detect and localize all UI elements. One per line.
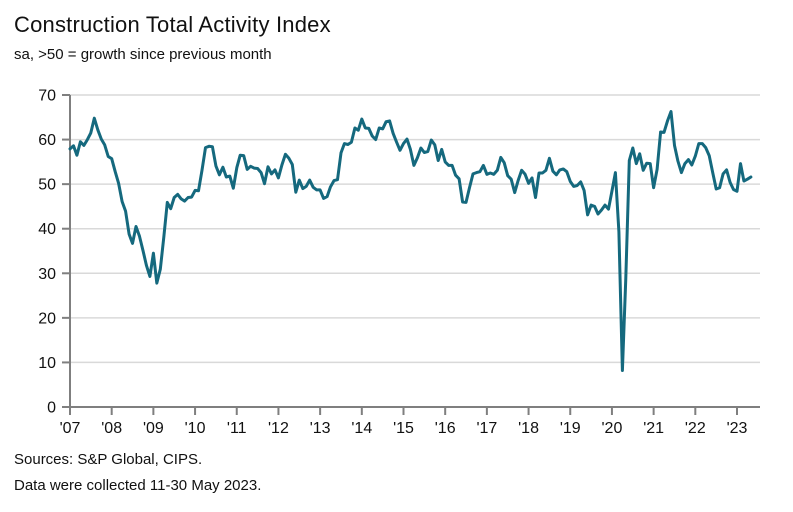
y-tick-label: 20: [38, 310, 56, 327]
x-tick-label: '14: [351, 420, 372, 437]
x-tick-label: '09: [143, 420, 164, 437]
y-tick-label: 70: [38, 88, 56, 105]
chart-title: Construction Total Activity Index: [14, 12, 331, 37]
activity-index-line: [68, 110, 753, 372]
x-tick-label: '07: [60, 420, 81, 437]
y-tick-label: 60: [38, 132, 56, 149]
collection-date-note: Data were collected 11-30 May 2023.: [14, 477, 262, 494]
x-tick-label: '16: [435, 420, 456, 437]
y-tick-label: 50: [38, 177, 56, 194]
x-tick-label: '22: [685, 420, 706, 437]
x-tick-label: '08: [101, 420, 122, 437]
x-tick-label: '11: [227, 420, 247, 437]
x-tick-label: '10: [185, 420, 206, 437]
y-tick-label: 0: [47, 400, 56, 417]
chart-subtitle: sa, >50 = growth since previous month: [14, 46, 272, 63]
y-tick-label: 40: [38, 221, 56, 238]
x-tick-label: '15: [393, 420, 414, 437]
x-tick-label: '19: [560, 420, 581, 437]
sources-note: Sources: S&P Global, CIPS.: [14, 451, 203, 468]
y-tick-label: 30: [38, 266, 56, 283]
y-tick-label: 10: [38, 355, 56, 372]
activity-index-line-chart: 0 10 20 30 40 50 60 70 '07 '08 '09 '10 '11 '12 '13 '14 '…: [38, 88, 760, 437]
x-tick-label: '23: [727, 420, 748, 437]
x-tick-label: '20: [602, 420, 623, 437]
x-tick-label: '18: [518, 420, 539, 437]
x-tick-label: '12: [268, 420, 289, 437]
x-tick-label: '13: [310, 420, 331, 437]
x-tick-label: '17: [476, 420, 497, 437]
x-tick-label: '21: [643, 420, 664, 437]
